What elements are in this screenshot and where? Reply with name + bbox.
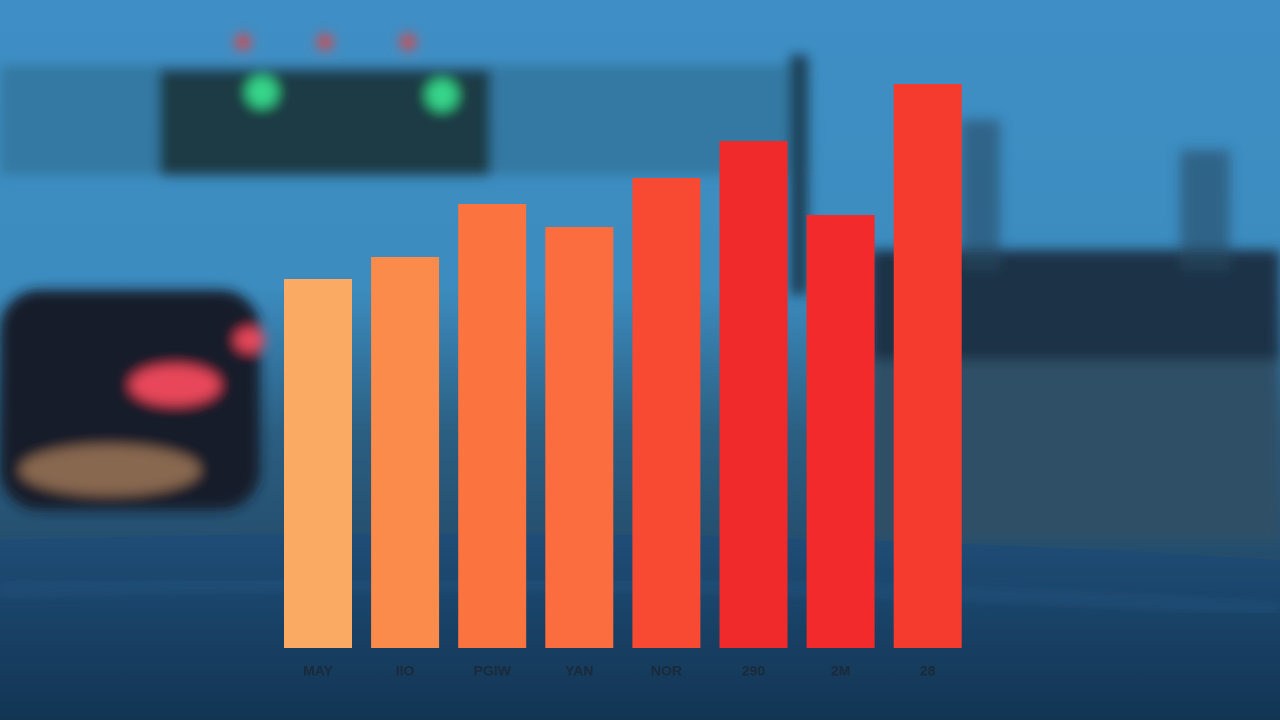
x-tick-label: 28: [920, 663, 936, 679]
bar: [632, 178, 701, 648]
bar: [545, 227, 614, 648]
bar: [806, 215, 875, 648]
x-tick-label: NOR: [651, 663, 682, 679]
bar: [371, 257, 440, 648]
x-tick-label: MAY: [303, 663, 333, 679]
x-tick-label: YAN: [565, 663, 593, 679]
bar: [719, 141, 788, 648]
x-tick-label: IIO: [396, 663, 415, 679]
bar: [893, 84, 962, 648]
x-tick-label: PGIW: [474, 663, 512, 679]
x-tick-label: 2M: [831, 663, 850, 679]
x-tick-label: 290: [742, 663, 766, 679]
bar: [458, 204, 527, 648]
bar: [284, 279, 352, 648]
